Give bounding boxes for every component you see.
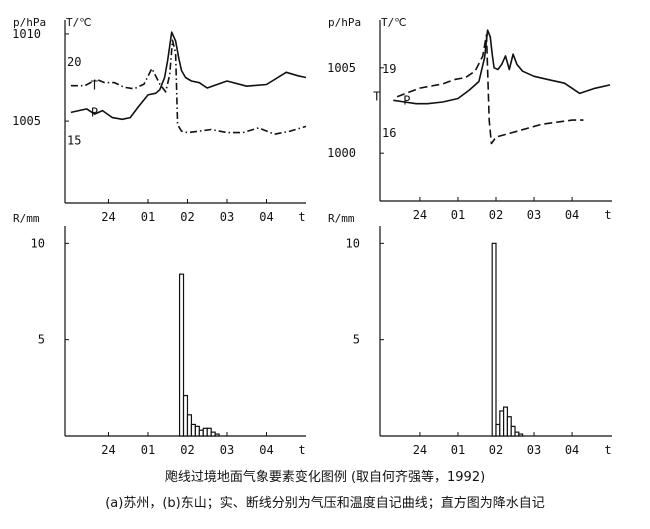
b-bar-x-tick-label: 02 [489,443,503,457]
b-line-t-tick-label: 16 [382,126,396,140]
a-bar-y-tick-label: 5 [38,333,45,347]
a-line-p-tick-label: 1010 [12,27,41,41]
b-bar-x-tick-label: 24 [413,443,427,457]
b-bar-x-unit-label: t [604,443,611,457]
b-line-x-tick-label: 02 [489,208,503,222]
b-line-p-tick-label: 1005 [327,61,356,75]
b-bar-x-tick-label: 04 [565,443,579,457]
a-bar-x-tick-label: 01 [141,443,155,457]
a-line-x-tick-label: 02 [180,210,194,224]
b-bar-y-tick-label: 10 [346,236,360,250]
a-line-series-T [70,39,307,135]
b-line-t-unit-label: T/℃ [381,16,407,29]
a-line-x-tick-label: 24 [101,210,115,224]
a-bar-x-tick-label: 24 [101,443,115,457]
a-line-series-P [70,31,307,121]
a-bar-bar [214,433,220,437]
b-line-x-unit-label: t [604,208,611,222]
a-bar-y-tick-label: 10 [31,236,45,250]
b-line-x-tick-label: 24 [413,208,427,222]
b-line-series-P [393,29,611,105]
figure-caption-note: (a)苏州，(b)东山；实、断线分别为气压和温度自记曲线；直方图为降水自记 [105,496,545,511]
a-line-series-label-P: P [91,105,98,119]
a-line-t-unit-label: T/℃ [66,16,92,29]
a-bar-x-tick-label: 02 [180,443,194,457]
a-bar-bar [178,273,185,437]
b-bar-y-tick-label: 5 [353,333,360,347]
b-line-series-label-P: P [403,93,410,107]
panel-b: 24 01 02 03 04 t 1000 1005 16 19 p/hPa T/℃ P T 24 01 02 0… [327,16,612,457]
b-bar-r-unit-label: R/mm [328,212,355,225]
a-line-x-tick-label: 01 [141,210,155,224]
a-bar-x-tick-label: 03 [220,443,234,457]
a-bar-r-unit-label: R/mm [13,212,40,225]
a-line-t-tick-label: 15 [67,133,81,147]
b-line-series-label-T: T [373,90,380,104]
b-line-p-unit-label: p/hPa [328,16,361,29]
b-line-x-tick-label: 03 [527,208,541,222]
a-line-series-label-T: T [91,79,98,93]
a-bar-x-tick-label: 04 [259,443,273,457]
b-bar-bar [510,425,516,437]
a-line-p-tick-label: 1005 [12,114,41,128]
figure-caption-title: 飑线过境地面气象要素变化图例 (取自何齐强等，1992) [164,470,486,485]
a-line-x-unit-label: t [298,210,305,224]
b-line-series-T [396,34,584,145]
a-line-t-tick-label: 20 [67,55,81,69]
a-bar-x-unit-label: t [298,443,305,457]
b-bar-x-tick-label: 01 [451,443,465,457]
b-line-x-tick-label: 04 [565,208,579,222]
b-line-x-tick-label: 01 [451,208,465,222]
a-line-p-unit-label: p/hPa [13,16,46,29]
b-bar-bar [518,433,524,437]
b-line-t-tick-label: 19 [382,62,396,76]
a-line-x-tick-label: 03 [220,210,234,224]
b-line-p-tick-label: 1000 [327,146,356,160]
b-bar-bar [491,242,497,437]
a-line-x-tick-label: 04 [259,210,273,224]
b-bar-x-tick-label: 03 [527,443,541,457]
panel-a: 24 01 02 03 04 t 1005 1010 15 20 p/hPa T/℃ PT 24 01 02 0… [12,16,307,457]
